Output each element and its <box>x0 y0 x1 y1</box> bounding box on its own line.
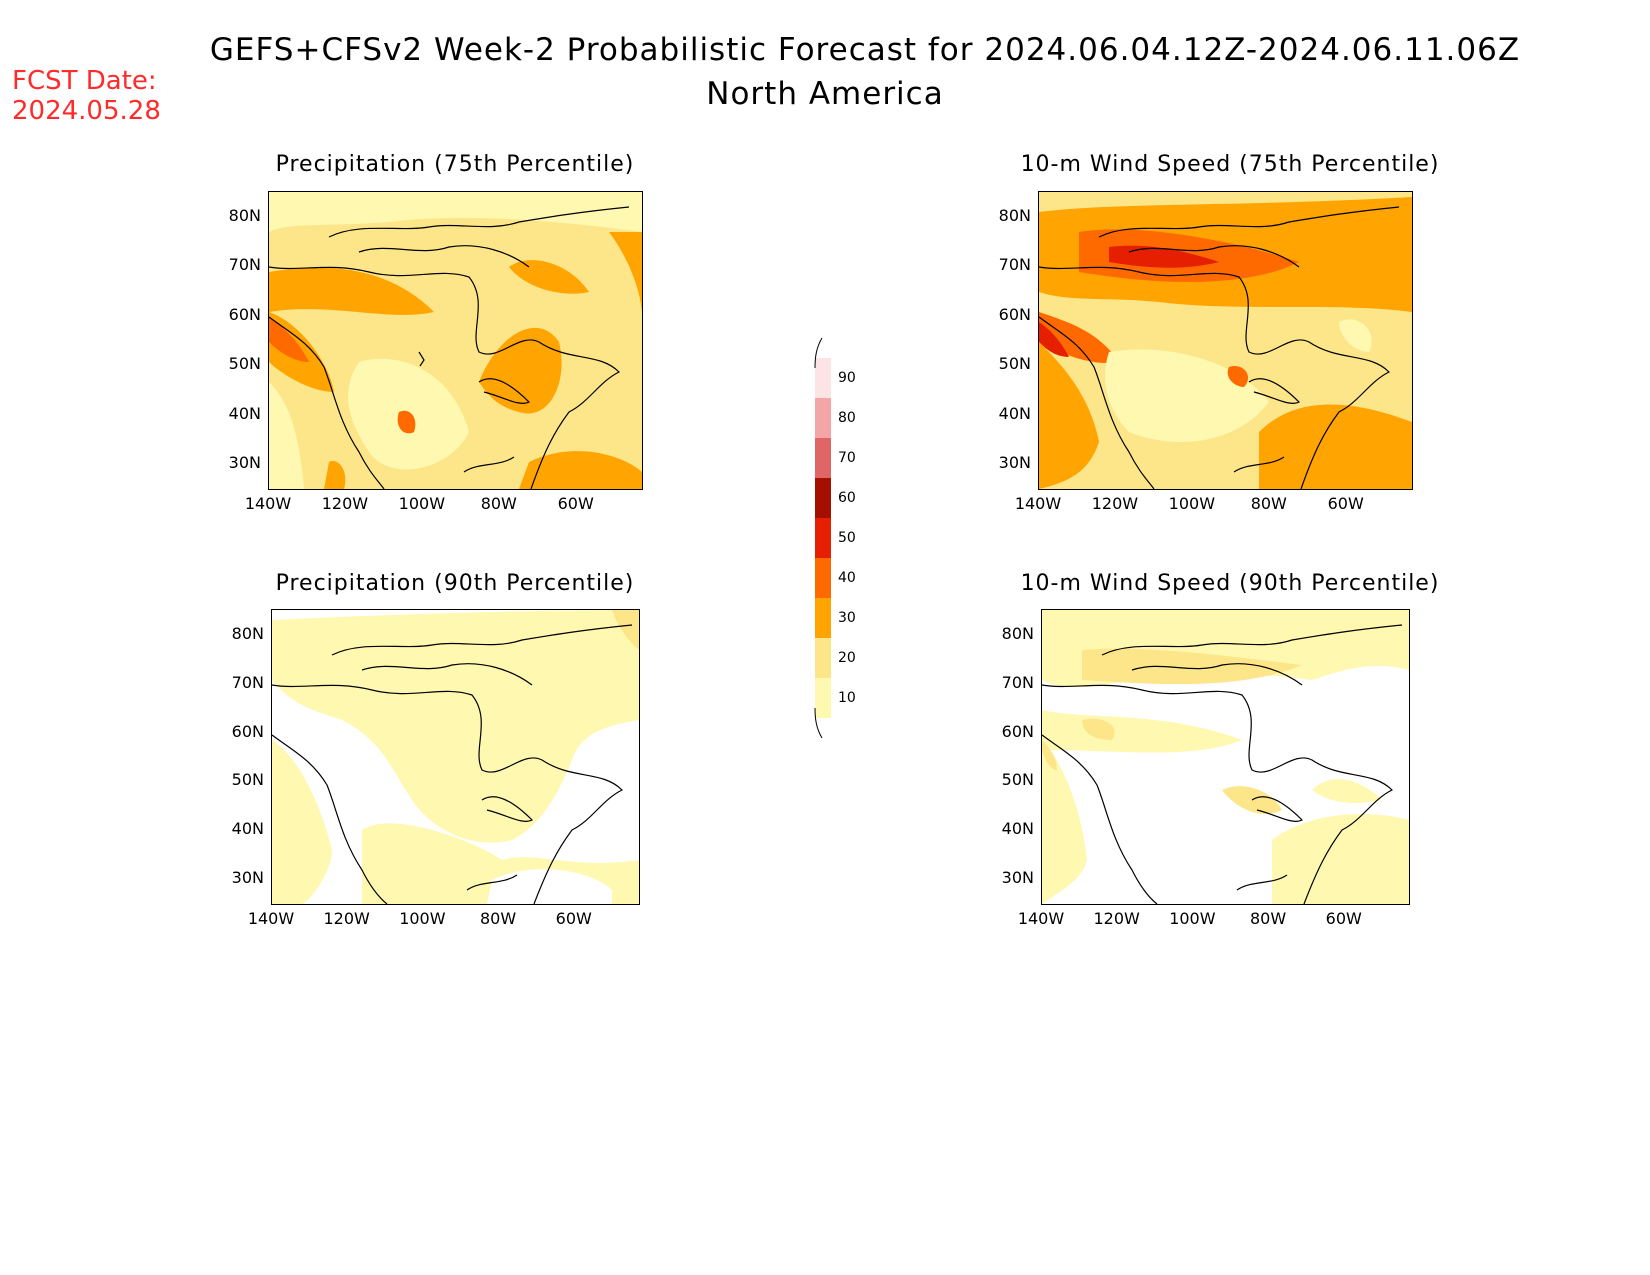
map-wind-75 <box>1038 191 1413 490</box>
lat-tick-label: 70N <box>231 672 264 692</box>
lat-tick-label: 60N <box>228 304 261 324</box>
lat-tick-label: 40N <box>1001 819 1034 839</box>
colorbar-segment <box>815 438 831 478</box>
lon-tick-label: 80W <box>1249 909 1287 928</box>
map-wind-90 <box>1041 609 1410 905</box>
colorbar-label: 50 <box>838 530 856 546</box>
panel-title-precip-90: Precipitation (90th Percentile) <box>275 571 635 596</box>
lon-tick-label: 80W <box>1250 494 1287 513</box>
lon-tick-label: 60W <box>1327 494 1364 513</box>
colorbar-label: 60 <box>838 490 856 506</box>
colorbar <box>812 337 852 739</box>
lon-tick-label: 120W <box>321 494 369 513</box>
lon-tick-label: 140W <box>244 494 292 513</box>
lat-tick-label: 80N <box>1001 624 1034 643</box>
panel-title-precip-75: Precipitation (75th Percentile) <box>275 152 635 177</box>
main-title: GEFS+CFSv2 Week-2 Probabilistic Forecast… <box>209 32 1521 68</box>
lat-tick-label: 80N <box>231 624 264 643</box>
colorbar-segment <box>815 558 831 598</box>
lat-tick-label: 50N <box>228 354 261 374</box>
colorbar-segment <box>815 478 831 518</box>
lat-tick-label: 60N <box>998 304 1031 324</box>
colorbar-segment <box>815 678 831 718</box>
lat-tick-label: 40N <box>998 403 1031 423</box>
region-subtitle: North America <box>706 76 944 112</box>
lat-tick-label: 30N <box>231 868 264 887</box>
map-precip-90 <box>271 609 640 905</box>
lat-tick-label: 70N <box>228 255 261 275</box>
lon-tick-label: 100W <box>399 909 446 928</box>
lat-tick-label: 40N <box>228 403 261 423</box>
colorbar-label: 30 <box>838 610 856 626</box>
lon-tick-label: 100W <box>1168 494 1216 513</box>
lon-tick-label: 100W <box>1169 909 1216 928</box>
lat-tick-label: 60N <box>231 721 264 741</box>
lat-tick-label: 30N <box>1001 868 1034 887</box>
lon-tick-label: 100W <box>398 494 446 513</box>
lat-tick-label: 60N <box>1001 721 1034 741</box>
colorbar-segment <box>815 518 831 558</box>
lat-tick-label: 50N <box>231 770 264 790</box>
lon-tick-label: 120W <box>1093 909 1140 928</box>
lon-tick-label: 60W <box>1325 909 1362 928</box>
lon-tick-label: 60W <box>555 909 592 928</box>
fcst-date-value: 2024.05.28 <box>12 96 161 126</box>
colorbar-segment <box>815 398 831 438</box>
colorbar-segment <box>815 638 831 678</box>
lon-tick-label: 140W <box>1017 909 1065 928</box>
lat-tick-label: 50N <box>1001 770 1034 790</box>
lat-tick-label: 30N <box>228 453 261 472</box>
fcst-date-label: FCST Date: <box>12 66 157 96</box>
colorbar-segment <box>815 598 831 638</box>
panel-title-wind-90: 10-m Wind Speed (90th Percentile) <box>1020 571 1440 596</box>
panel-title-wind-75: 10-m Wind Speed (75th Percentile) <box>1020 152 1440 177</box>
lon-tick-label: 140W <box>1014 494 1062 513</box>
lat-tick-label: 80N <box>228 206 261 225</box>
lat-tick-label: 40N <box>231 819 264 839</box>
lon-tick-label: 140W <box>247 909 295 928</box>
lon-tick-label: 120W <box>323 909 370 928</box>
colorbar-label: 40 <box>838 570 856 586</box>
lat-tick-label: 80N <box>998 206 1031 225</box>
lon-tick-label: 60W <box>557 494 594 513</box>
map-precip-75 <box>268 191 643 490</box>
lat-tick-label: 70N <box>1001 672 1034 692</box>
lon-tick-label: 120W <box>1091 494 1139 513</box>
colorbar-label: 90 <box>838 370 856 386</box>
lon-tick-label: 80W <box>479 909 517 928</box>
colorbar-segment <box>815 358 831 398</box>
lat-tick-label: 30N <box>998 453 1031 472</box>
lat-tick-label: 50N <box>998 354 1031 374</box>
lon-tick-label: 80W <box>480 494 517 513</box>
colorbar-label: 10 <box>838 690 856 706</box>
lat-tick-label: 70N <box>998 255 1031 275</box>
colorbar-label: 70 <box>838 450 856 466</box>
colorbar-label: 20 <box>838 650 856 666</box>
colorbar-label: 80 <box>838 410 856 426</box>
